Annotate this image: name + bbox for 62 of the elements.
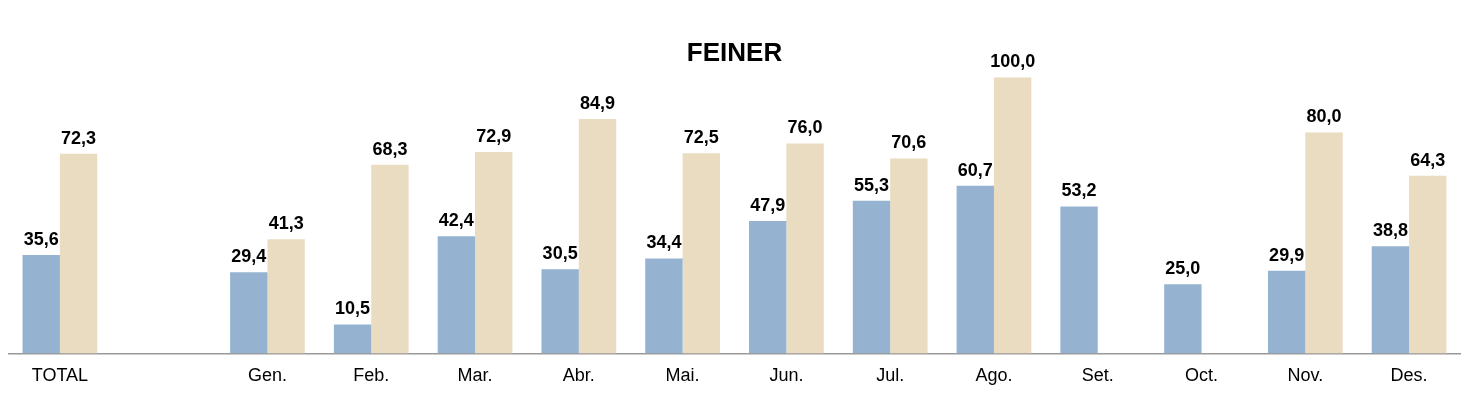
bar (437, 236, 476, 354)
bar (333, 324, 372, 354)
data-label: 29,4 (231, 246, 267, 267)
x-tick-label: Jul. (876, 365, 905, 386)
bar (1267, 270, 1306, 354)
x-tick-label: Des. (1390, 365, 1428, 386)
data-label: 100,0 (990, 51, 1036, 72)
bar (786, 143, 824, 354)
data-label: 55,3 (853, 174, 890, 195)
data-label: 72,3 (61, 127, 97, 148)
bar (993, 77, 1032, 354)
data-label: 29,9 (1269, 244, 1305, 265)
bar (956, 185, 994, 354)
x-tick-label: Set. (1081, 365, 1114, 386)
bar (22, 255, 60, 354)
bar (1164, 284, 1202, 354)
bar (852, 200, 891, 354)
data-label: 25,0 (1165, 258, 1201, 279)
bar (371, 164, 409, 354)
data-label: 64,3 (1410, 149, 1446, 170)
x-tick-label: Mai. (665, 365, 700, 386)
x-tick-label: Jun. (769, 365, 804, 386)
data-label: 10,5 (335, 298, 371, 319)
bar (1371, 246, 1410, 354)
data-label: 72,9 (476, 126, 512, 147)
x-tick-label: Abr. (562, 365, 595, 386)
bar (1060, 206, 1098, 354)
data-label: 30,5 (542, 243, 578, 264)
bar (1409, 175, 1447, 354)
bar (578, 118, 617, 354)
bar (267, 239, 305, 354)
data-label: 70,6 (891, 132, 927, 153)
data-label: 76,0 (787, 117, 823, 138)
bar (890, 158, 928, 354)
data-label: 35,6 (23, 229, 59, 250)
x-tick-label: Ago. (975, 365, 1013, 386)
chart-title: FEINER (686, 36, 783, 67)
x-tick-label: TOTAL (31, 365, 89, 386)
data-label: 42,4 (438, 210, 474, 231)
bar (749, 221, 787, 354)
bar (475, 152, 513, 354)
data-label: 60,7 (957, 159, 993, 180)
data-label: 41,3 (268, 213, 304, 234)
x-tick-label: Nov. (1287, 365, 1324, 386)
x-tick-label: Mar. (457, 365, 493, 386)
data-label: 68,3 (372, 138, 408, 159)
data-label: 80,0 (1306, 106, 1342, 127)
data-label: 84,9 (579, 92, 616, 113)
x-tick-label: Oct. (1185, 365, 1219, 386)
data-label: 53,2 (1061, 180, 1097, 201)
bar (645, 258, 683, 354)
bar (1305, 132, 1343, 354)
bar (541, 269, 579, 354)
data-label: 34,4 (646, 232, 682, 253)
data-label: 47,9 (750, 195, 786, 216)
bar (682, 153, 720, 354)
data-label: 72,5 (683, 127, 719, 148)
x-tick-label: Feb. (353, 365, 390, 386)
x-tick-label: Gen. (247, 365, 287, 386)
data-label: 38,8 (1372, 220, 1408, 241)
bar (230, 272, 268, 354)
bar (59, 153, 98, 354)
